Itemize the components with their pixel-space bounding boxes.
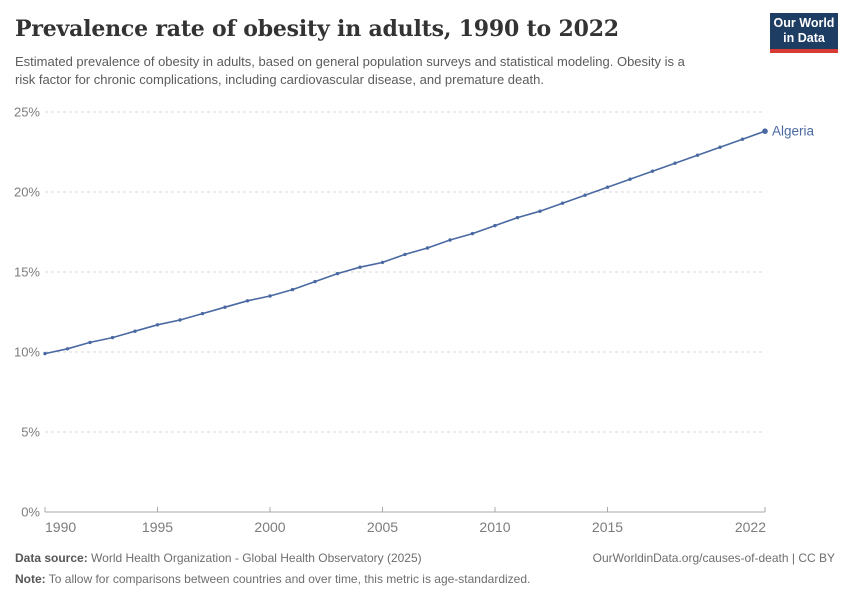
algeria-line[interactable] [44,130,766,355]
algeria-data-point [448,238,452,242]
algeria-data-point [290,287,295,292]
algeria-data-point [762,128,768,134]
x-tick-label: 2000 [254,519,285,535]
algeria-data-point [268,294,272,298]
algeria-data-point [695,153,700,157]
algeria-data-point [403,252,407,257]
algeria-data-point [245,299,250,303]
series-end-label[interactable]: Algeria [772,124,815,139]
x-tick-label: 1995 [142,519,173,535]
algeria-data-point [88,340,92,345]
algeria-data-point [380,260,385,265]
note-line: Note: To allow for comparisons between c… [15,569,575,590]
x-tick-label: 2022 [735,519,766,535]
owid-logo-line1: Our World [773,16,835,30]
x-tick-label: 2010 [479,519,510,535]
algeria-data-point [358,265,362,269]
y-tick-label: 25% [14,105,40,120]
note-label: Note: [15,572,46,586]
algeria-data-point [560,201,565,205]
algeria-data-point [65,347,70,351]
footer-citation-link[interactable]: OurWorldinData.org/causes-of-death | CC … [592,551,835,565]
algeria-data-point [470,231,475,236]
algeria-data-point [493,223,497,228]
algeria-data-point [650,169,655,173]
data-source-label: Data source: [15,551,88,565]
algeria-data-point [133,329,137,333]
algeria-data-point [313,279,317,284]
y-tick-label: 15% [14,265,40,280]
algeria-data-point [718,145,722,149]
algeria-data-point [538,209,542,213]
page-title: Prevalence rate of obesity in adults, 19… [15,16,619,42]
algeria-data-point [628,177,632,181]
algeria-data-point [155,323,160,327]
algeria-data-point [223,305,227,309]
chart-subtitle: Estimated prevalence of obesity in adult… [15,54,685,87]
y-tick-label: 10% [14,345,40,360]
algeria-data-point [515,215,520,220]
note-value: To allow for comparisons between countri… [45,572,531,586]
algeria-data-point [740,137,745,141]
x-tick-label: 2005 [367,519,398,535]
owid-logo[interactable]: Our World in Data [770,13,838,53]
footer-left: Data source: World Health Organization -… [15,548,575,590]
x-tick-label: 1990 [45,519,76,535]
algeria-data-point [673,161,677,165]
y-tick-label: 5% [21,425,40,440]
x-tick-label: 2015 [592,519,623,535]
data-source-line: Data source: World Health Organization -… [15,548,575,569]
owid-logo-line2: in Data [783,31,825,45]
algeria-data-point [110,335,115,340]
algeria-data-point [583,193,587,197]
algeria-data-point [43,351,47,356]
line-chart: 0% 5% 10% 15% 20% 25% 1990 1995 2000 2005 2010 2015… [14,105,815,536]
data-source-value: World Health Organization - Global Healt… [87,551,422,565]
algeria-data-point [335,271,340,276]
algeria-data-point [425,246,430,250]
algeria-data-point [178,318,182,322]
algeria-data-point [200,311,205,316]
y-tick-label: 0% [21,505,40,520]
y-tick-label: 20% [14,185,40,200]
algeria-data-point [605,185,610,189]
